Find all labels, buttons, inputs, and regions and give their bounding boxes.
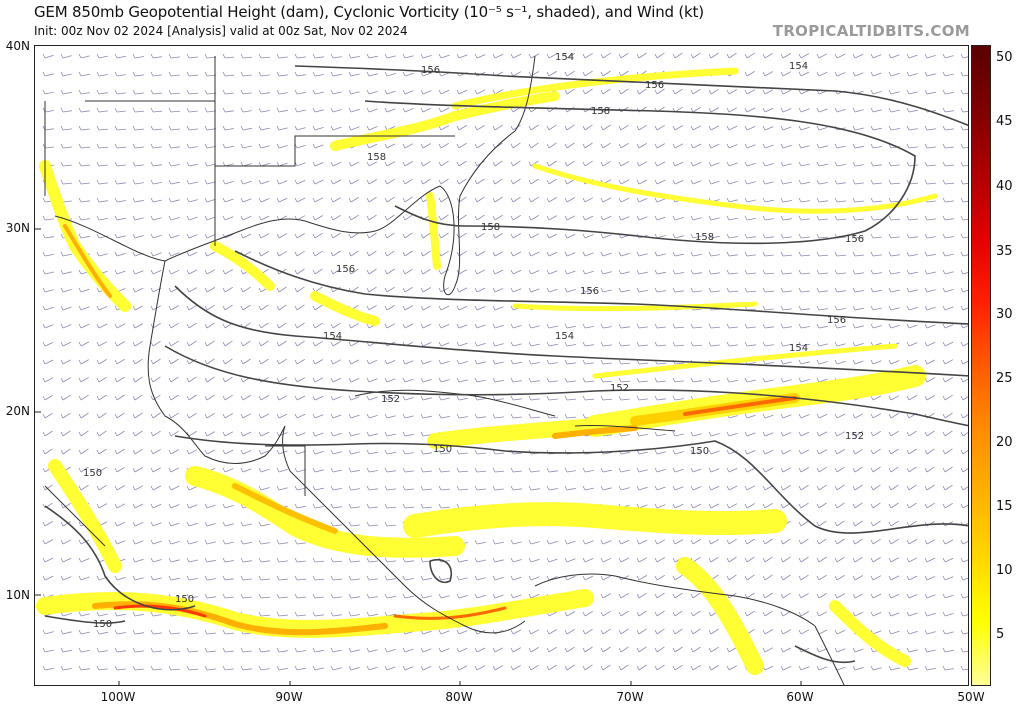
lon-label-90w: 90W xyxy=(275,690,303,704)
height-label: 150 xyxy=(175,594,194,605)
height-label: 154 xyxy=(323,331,342,342)
lat-label-20n: 20N xyxy=(5,404,30,418)
weather-map: 154 156 154 156 158 158 156 158 158 156 … xyxy=(34,45,969,686)
height-label: 156 xyxy=(845,234,864,245)
colorbar-tick: 35 xyxy=(996,244,1013,259)
height-label: 158 xyxy=(367,152,386,163)
height-label: 152 xyxy=(610,383,629,394)
wind-barbs xyxy=(42,52,968,671)
map-title: GEM 850mb Geopotential Height (dam), Cyc… xyxy=(34,3,704,21)
colorbar-tick: 5 xyxy=(996,627,1005,642)
colorbar-tick: 10 xyxy=(996,563,1013,578)
lon-label-50w: 50W xyxy=(957,690,985,704)
lat-label-10n: 10N xyxy=(5,588,30,602)
lon-label-70w: 70W xyxy=(616,690,644,704)
height-label: 154 xyxy=(789,61,808,72)
height-label: 152 xyxy=(381,394,400,405)
colorbar-tick: 45 xyxy=(996,114,1013,129)
colorbar-tick: 40 xyxy=(996,179,1013,194)
colorbar-tick: 50 xyxy=(996,50,1013,65)
height-label: 150 xyxy=(83,468,102,479)
height-label: 156 xyxy=(827,315,846,326)
height-label: 150 xyxy=(433,444,452,455)
height-label: 154 xyxy=(555,52,574,63)
height-label: 150 xyxy=(93,619,112,630)
map-subtitle: Init: 00z Nov 02 2024 [Analysis] valid a… xyxy=(34,24,408,38)
height-label: 150 xyxy=(690,446,709,457)
height-label: 154 xyxy=(555,331,574,342)
coastlines xyxy=(44,55,845,685)
contour-labels: 154 156 154 156 158 158 156 158 158 156 … xyxy=(83,52,864,630)
colorbar-tick: 30 xyxy=(996,307,1013,322)
height-label: 158 xyxy=(695,232,714,243)
height-label: 154 xyxy=(789,343,808,354)
brand-watermark: TROPICALTIDBITS.COM xyxy=(772,22,970,40)
lat-label-40n: 40N xyxy=(5,39,30,53)
height-label: 158 xyxy=(481,222,500,233)
vorticity-colorbar xyxy=(971,45,991,686)
height-label: 156 xyxy=(645,80,664,91)
colorbar-tick: 15 xyxy=(996,499,1013,514)
height-label: 156 xyxy=(421,65,440,76)
lon-label-80w: 80W xyxy=(445,690,473,704)
height-label: 156 xyxy=(336,264,355,275)
lon-label-60w: 60W xyxy=(786,690,814,704)
lon-label-100w: 100W xyxy=(100,690,136,704)
vorticity-shading xyxy=(36,67,938,675)
height-contours xyxy=(44,65,968,664)
colorbar-tick: 20 xyxy=(996,435,1013,450)
height-label: 158 xyxy=(591,106,610,117)
lat-label-30n: 30N xyxy=(5,221,30,235)
height-label: 152 xyxy=(845,431,864,442)
height-label: 156 xyxy=(580,286,599,297)
colorbar-tick: 25 xyxy=(996,371,1013,386)
